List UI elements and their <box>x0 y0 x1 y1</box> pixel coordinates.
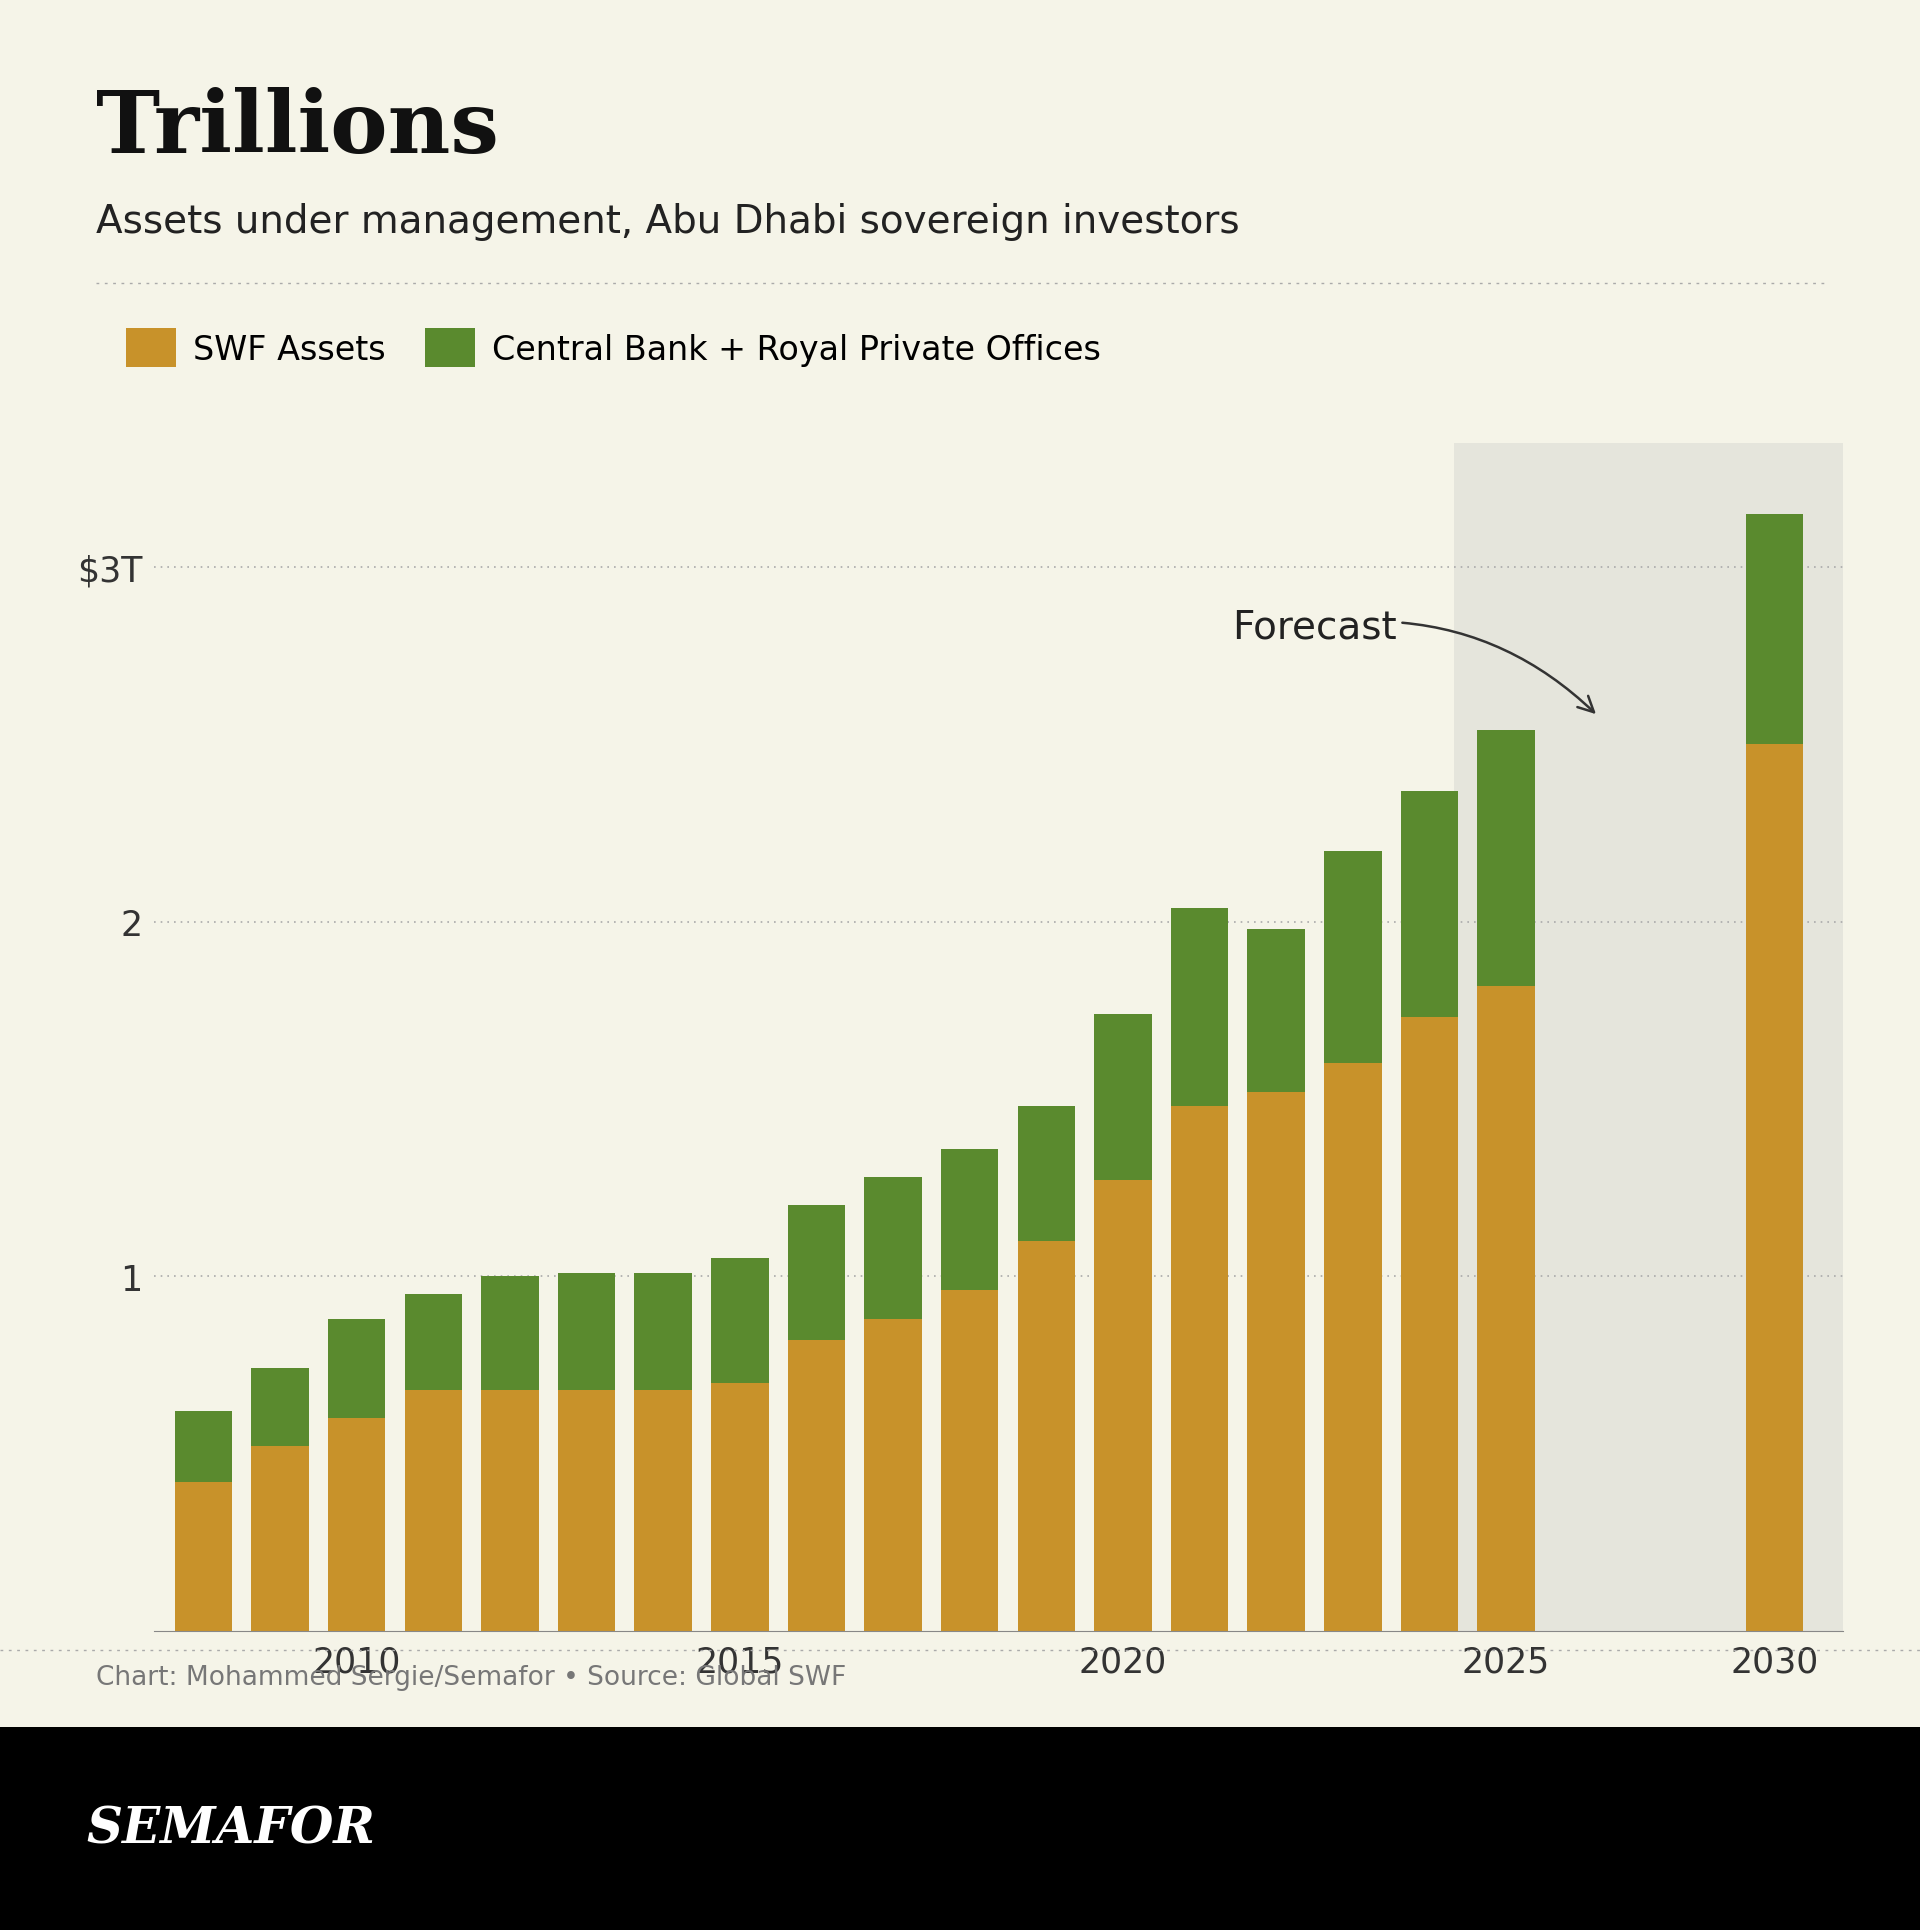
Bar <box>1402 1017 1457 1631</box>
Bar <box>559 1390 614 1631</box>
Bar <box>252 1448 309 1631</box>
Bar <box>1745 515 1803 745</box>
Bar <box>787 1339 845 1631</box>
Bar <box>252 1368 309 1448</box>
Bar <box>405 1390 463 1631</box>
Text: Chart: Mohammed Sergie/Semafor • Source: Global SWF: Chart: Mohammed Sergie/Semafor • Source:… <box>96 1664 847 1689</box>
Bar <box>787 1206 845 1339</box>
Bar <box>1018 1241 1075 1631</box>
Bar <box>328 1419 386 1631</box>
Bar <box>634 1390 691 1631</box>
Bar <box>1094 1015 1152 1181</box>
Bar <box>1171 1106 1229 1631</box>
Bar <box>1476 731 1534 986</box>
Bar <box>482 1276 540 1390</box>
Text: Assets under management, Abu Dhabi sovereign investors: Assets under management, Abu Dhabi sover… <box>96 203 1240 241</box>
Bar <box>864 1318 922 1631</box>
Bar <box>405 1295 463 1390</box>
Bar <box>1094 1181 1152 1631</box>
Bar <box>559 1274 614 1390</box>
Text: Forecast: Forecast <box>1233 608 1594 712</box>
Text: SEMAFOR: SEMAFOR <box>86 1805 374 1853</box>
Bar <box>1325 851 1382 1063</box>
Bar <box>1325 1063 1382 1631</box>
Bar <box>941 1148 998 1291</box>
Bar <box>941 1291 998 1631</box>
Bar <box>482 1390 540 1631</box>
Bar <box>1248 1092 1306 1631</box>
Bar <box>1171 907 1229 1106</box>
Bar <box>1453 444 1857 1631</box>
Bar <box>1745 745 1803 1631</box>
Legend: SWF Assets, Central Bank + Royal Private Offices: SWF Assets, Central Bank + Royal Private… <box>113 317 1114 380</box>
Bar <box>634 1274 691 1390</box>
Bar <box>175 1482 232 1631</box>
Bar <box>1476 986 1534 1631</box>
Bar <box>1402 791 1457 1017</box>
Bar <box>1018 1106 1075 1241</box>
Bar <box>328 1318 386 1419</box>
Bar <box>1248 930 1306 1092</box>
Text: Trillions: Trillions <box>96 87 499 172</box>
Bar <box>175 1411 232 1482</box>
Bar <box>864 1177 922 1318</box>
Bar <box>710 1382 768 1631</box>
Bar <box>710 1258 768 1382</box>
